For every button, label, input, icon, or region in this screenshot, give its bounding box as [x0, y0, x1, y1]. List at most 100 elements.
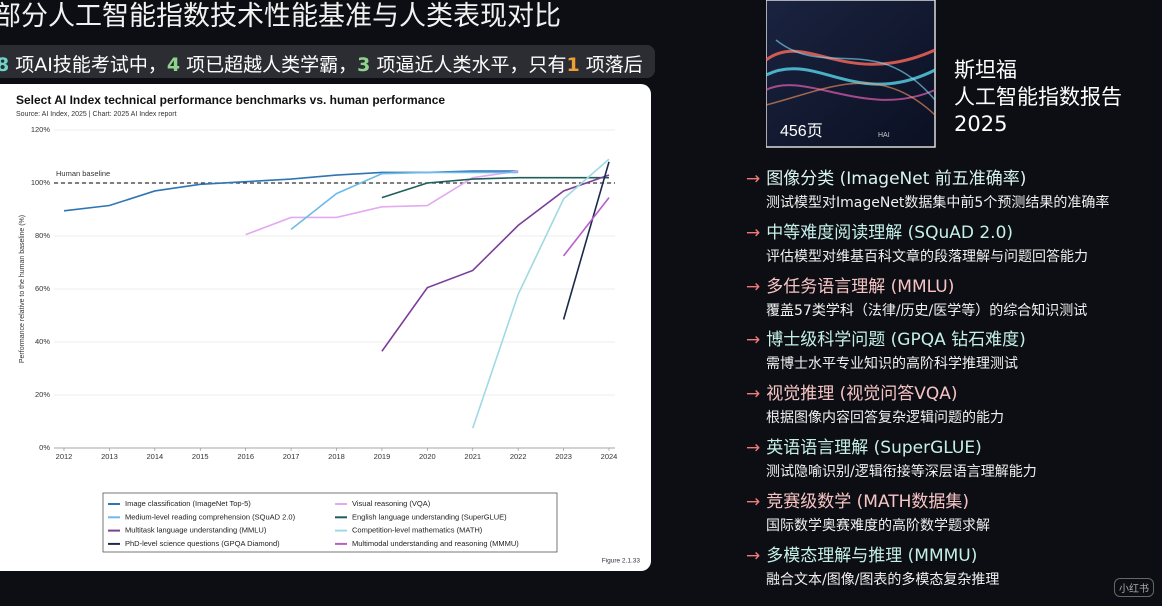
item: → 视觉推理 (视觉问答VQA) 根据图像内容回答复杂逻辑问题的能力 — [746, 379, 1004, 426]
series-line — [381, 176, 609, 199]
x-tick-label: 2020 — [419, 452, 436, 461]
subtitle-part: 项已超越人类学霸， — [180, 54, 358, 76]
arrow: → — [746, 491, 761, 512]
arrow: → — [746, 276, 761, 297]
deco — [766, 67, 936, 86]
chart: Select AI Index technical performance be… — [16, 93, 641, 565]
subtitle-part: 4 — [166, 54, 181, 76]
deco — [766, 82, 936, 116]
subtitle-box: 8 项AI技能考试中，4 项已超越人类学霸，3 项逼近人类水平，只有1 项落后 — [0, 45, 655, 78]
chart-title: Select AI Index technical performance be… — [16, 93, 445, 107]
series-line — [290, 171, 519, 231]
x-tick-label: 2015 — [192, 452, 209, 461]
deco — [766, 84, 936, 101]
arrow: → — [746, 438, 761, 458]
arrow: → — [746, 545, 761, 566]
chart-source: Source: AI Index, 2025 | Chart: 2025 AI … — [16, 111, 177, 118]
legend-label: English language understanding (SuperGLU… — [352, 512, 507, 521]
series-line — [381, 174, 610, 352]
legend-box — [102, 492, 558, 553]
x-tick-label: 2021 — [464, 452, 481, 461]
item-desc: 国际数学奥赛难度的高阶数学题求解 — [766, 517, 990, 534]
item-desc: 根据图像内容回答复杂逻辑问题的能力 — [766, 410, 1004, 427]
subtitle-part: 项逼近人类水平，只有 — [370, 54, 567, 76]
book-brand: HAI — [878, 132, 890, 139]
report-line: 斯坦福 — [954, 58, 1017, 82]
subtitle: 8 项AI技能考试中，4 项已超越人类学霸，3 项逼近人类水平，只有1 项落后 — [0, 50, 643, 77]
y-tick-label: 20% — [35, 390, 50, 399]
item-heading: 图像分类 (ImageNet 前五准确率) — [766, 169, 1027, 189]
report-title: 斯坦福 人工智能指数报告 2025 — [954, 57, 1122, 138]
item: → 中等难度阅读理解 (SQuAD 2.0) 评估模型对维基百科文章的段落理解与问题… — [746, 218, 1088, 265]
series-line — [245, 170, 519, 236]
series-line — [562, 197, 610, 257]
item-heading: 竞赛级数学 (MATH数据集) — [766, 491, 970, 512]
subtitle-part: 项AI技能考试中， — [9, 54, 167, 76]
series-line — [562, 161, 610, 320]
deco — [775, 39, 936, 101]
y-tick-label: 120% — [31, 125, 51, 134]
item: → 英语语言理解 (SuperGLUE) 测试隐喻识别/逻辑衔接等深层语言理解能力 — [746, 433, 1037, 480]
subtitle-part: 1 — [566, 54, 580, 76]
legend-label: Image classification (ImageNet Top-5) — [125, 499, 251, 508]
arrow: → — [746, 384, 761, 405]
cover-bg — [766, 0, 936, 148]
item-desc: 融合文本/图像/图表的多模态复杂推理 — [766, 571, 1000, 588]
report-line: 2025 — [954, 112, 1008, 136]
watermark: 小红书 — [1114, 578, 1154, 597]
item-heading: 英语语言理解 (SuperGLUE) — [766, 438, 982, 458]
chart-card — [0, 84, 651, 571]
y-tick-label: 40% — [35, 337, 50, 346]
item: → 多任务语言理解 (MMLU) 覆盖57类学科（法律/历史/医学等）的综合知识测试 — [746, 272, 1087, 319]
item-desc: 测试模型对ImageNet数据集中前5个预测结果的准确率 — [766, 195, 1110, 211]
baseline-label: Human baseline — [56, 169, 110, 178]
y-tick-label: 80% — [35, 231, 50, 240]
item-heading: 多任务语言理解 (MMLU) — [766, 276, 955, 297]
legend-label: Visual reasoning (VQA) — [352, 499, 431, 508]
y-tick-label: 0% — [39, 443, 50, 452]
item-desc: 覆盖57类学科（法律/历史/医学等）的综合知识测试 — [766, 302, 1088, 319]
series-line — [471, 158, 610, 429]
book-cover: 456页 HAI — [766, 0, 936, 148]
arrow: → — [746, 330, 761, 351]
y-tick-label: 60% — [35, 284, 50, 293]
arrow: → — [746, 222, 761, 243]
item-heading: 视觉推理 (视觉问答VQA) — [766, 384, 958, 405]
x-tick-label: 2022 — [510, 452, 527, 461]
slide-title: 部分人工智能指数技术性能基准与人类表现对比 — [0, 1, 561, 32]
book-pages: 456页 — [780, 123, 823, 140]
x-tick-label: 2012 — [56, 452, 73, 461]
subtitle-part: 8 — [0, 54, 10, 76]
x-tick-label: 2023 — [555, 452, 572, 461]
arrow: → — [746, 169, 761, 189]
x-tick-label: 2018 — [328, 452, 345, 461]
item: → 博士级科学问题 (GPQA 钻石难度) 需博士水平专业知识的高阶科学推理测试 — [746, 325, 1026, 372]
item-heading: 多模态理解与推理 (MMMU) — [766, 545, 978, 566]
y-tick-label: 100% — [31, 178, 51, 187]
figure-label: Figure 2.1.33 — [602, 558, 641, 565]
x-tick-label: 2024 — [601, 452, 618, 461]
item: → 图像分类 (ImageNet 前五准确率) 测试模型对ImageNet数据集中前… — [746, 164, 1109, 211]
item-heading: 博士级科学问题 (GPQA 钻石难度) — [766, 330, 1026, 351]
legend-label: Multitask language understanding (MMLU) — [125, 526, 267, 535]
x-tick-label: 2014 — [146, 452, 163, 461]
legend-label: Competition-level mathematics (MATH) — [352, 526, 483, 535]
item-desc: 评估模型对维基百科文章的段落理解与问题回答能力 — [766, 248, 1088, 265]
x-tick-label: 2013 — [101, 452, 118, 461]
subtitle-part: 项落后 — [579, 54, 643, 76]
item: → 多模态理解与推理 (MMMU) 融合文本/图像/图表的多模态复杂推理 — [746, 541, 999, 588]
item-desc: 测试隐喻识别/逻辑衔接等深层语言理解能力 — [766, 464, 1037, 480]
legend-label: Multimodal understanding and reasoning (… — [352, 539, 519, 548]
x-tick-label: 2016 — [237, 452, 254, 461]
report-line: 人工智能指数报告 — [954, 85, 1122, 109]
x-tick-label: 2019 — [374, 452, 391, 461]
legend-label: Medium-level reading comprehension (SQuA… — [125, 512, 296, 521]
y-axis-label: Performance relative to the human baseli… — [19, 215, 26, 363]
item: → 竞赛级数学 (MATH数据集) 国际数学奥赛难度的高阶数学题求解 — [746, 487, 990, 534]
subtitle-part: 3 — [357, 54, 371, 76]
x-tick-label: 2017 — [283, 452, 300, 461]
item-desc: 需博士水平专业知识的高阶科学推理测试 — [766, 356, 1018, 373]
item-heading: 中等难度阅读理解 (SQuAD 2.0) — [766, 222, 1014, 243]
legend-label: PhD-level science questions (GPQA Diamon… — [125, 539, 280, 548]
